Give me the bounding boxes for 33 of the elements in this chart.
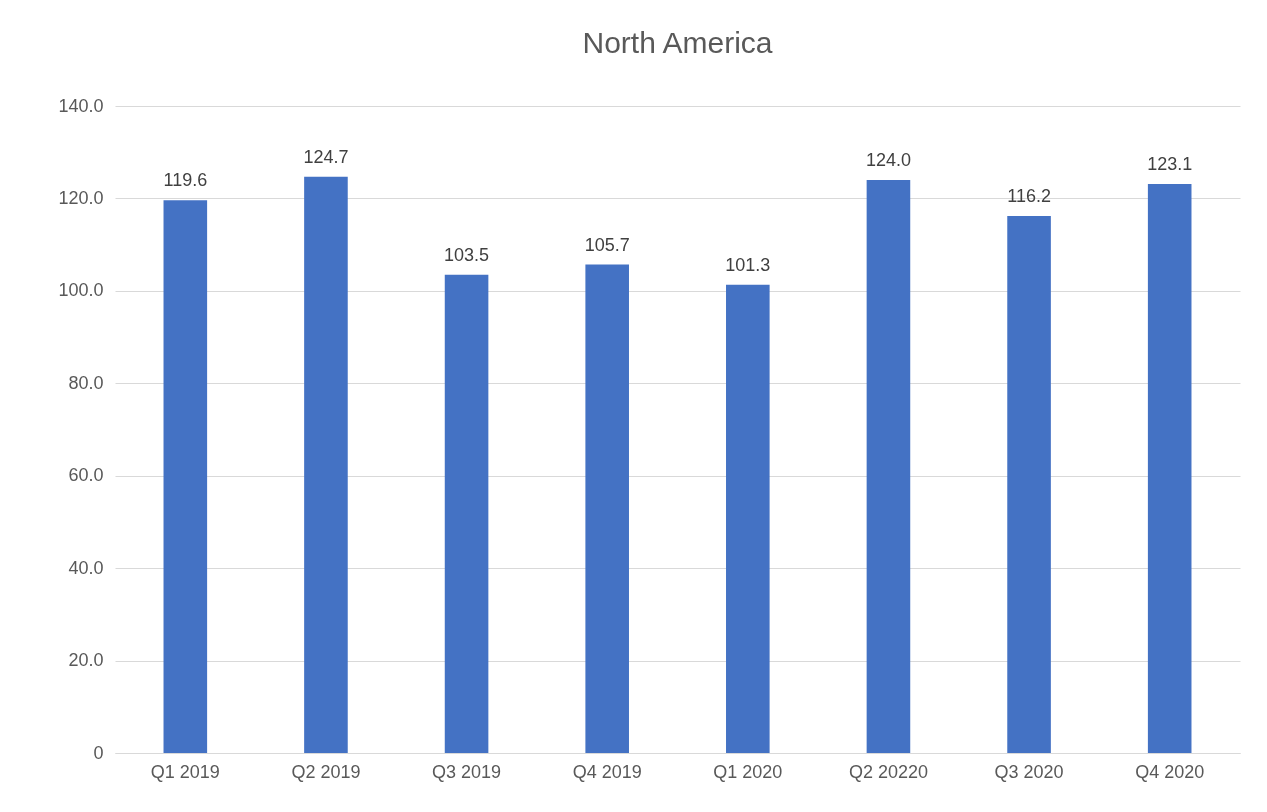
bar (1147, 184, 1192, 753)
x-tick-label: Q4 2019 (572, 761, 642, 782)
y-tick-label: 120.0 (58, 187, 104, 208)
x-tick-label: Q2 2019 (291, 761, 361, 782)
bar (444, 274, 489, 753)
data-label: 116.2 (1007, 185, 1051, 206)
y-tick-label: 0 (93, 742, 104, 763)
x-tick-label: Q3 2020 (994, 761, 1064, 782)
data-label: 123.1 (1147, 154, 1193, 175)
data-label: 124.0 (865, 149, 911, 170)
x-tick-label: Q3 2019 (432, 761, 502, 782)
x-tick-label: Q1 2020 (713, 761, 783, 782)
y-tick-label: 140.0 (58, 95, 104, 116)
bar (866, 179, 911, 753)
x-tick-label: Q2 20220 (848, 761, 928, 782)
bar (163, 200, 208, 753)
y-tick-label: 80.0 (68, 372, 104, 393)
y-tick-label: 20.0 (68, 650, 104, 671)
y-tick-label: 100.0 (58, 280, 104, 301)
data-label: 101.3 (725, 254, 771, 275)
bar (585, 264, 629, 753)
x-tick-label: Q1 2019 (150, 761, 220, 782)
data-label: 105.7 (584, 234, 630, 255)
bar (304, 176, 348, 753)
data-label: 124.7 (303, 146, 349, 167)
bar (1007, 215, 1051, 753)
bar (726, 284, 770, 753)
y-tick-label: 60.0 (68, 465, 104, 486)
x-tick-label: Q4 2020 (1135, 761, 1205, 782)
chart-title: North America (582, 26, 773, 59)
y-tick-label: 40.0 (68, 557, 104, 578)
data-label: 103.5 (444, 244, 490, 265)
data-label: 119.6 (163, 170, 208, 191)
